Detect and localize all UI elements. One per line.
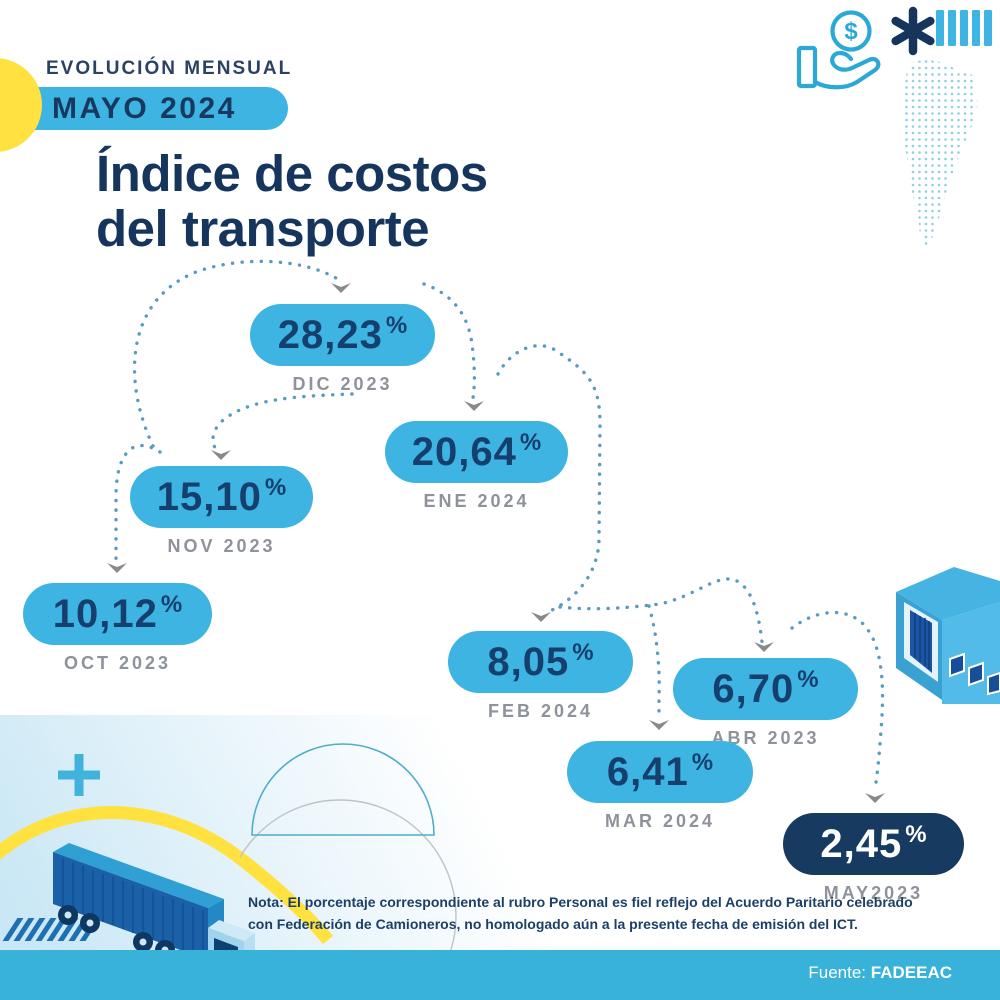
title-line-1: Índice de costos xyxy=(96,145,488,202)
pill-badge: 6,70% xyxy=(673,658,858,720)
truck-illustration xyxy=(53,843,255,989)
pill-label: ENE 2024 xyxy=(423,491,530,511)
period-pill-background xyxy=(0,87,288,130)
data-pill-oct-2023: 10,12% OCT 2023 xyxy=(23,583,212,674)
data-pill-ene-2024: 20,64% ENE 2024 xyxy=(385,421,568,512)
argentina-map-icon xyxy=(902,60,978,246)
pill-badge: 6,41% xyxy=(567,741,753,803)
pill-badge: 8,05% xyxy=(448,631,633,693)
pill-label: ABR 2023 xyxy=(711,728,820,748)
pill-badge: 28,23% xyxy=(250,304,435,366)
bottom-band xyxy=(0,950,1000,1000)
plus-icon xyxy=(58,754,100,796)
pill-label: OCT 2023 xyxy=(63,653,172,673)
pill-label: MAY2023 xyxy=(823,883,924,903)
arrowheads xyxy=(107,283,885,803)
data-pill-mar-2024: 6,41% MAR 2024 xyxy=(567,741,753,832)
bar-indicator-icon xyxy=(936,10,996,51)
footnote-line-2: con Federación de Camioneros, no homolog… xyxy=(248,916,858,932)
semicircle-decoration xyxy=(240,743,457,950)
data-pill-nov-2023: 15,10% NOV 2023 xyxy=(130,466,313,557)
yellow-swoosh-arc xyxy=(0,806,334,945)
warehouse-illustration xyxy=(896,567,1000,704)
pill-badge: 15,10% xyxy=(130,466,313,528)
footnote: Nota: El porcentaje correspondiente al r… xyxy=(248,891,968,935)
asterisk-icon xyxy=(891,6,935,56)
source-prefix: Fuente: xyxy=(808,963,867,982)
pill-badge: 2,45% xyxy=(783,813,964,875)
source-name: FADEEAC xyxy=(870,963,952,982)
kicker-text: EVOLUCIÓN MENSUAL xyxy=(46,58,293,79)
data-pill-may-2023-highlight: 2,45% MAY2023 xyxy=(783,813,964,904)
footnote-line-1: Nota: El porcentaje correspondiente al r… xyxy=(248,894,913,910)
pill-label: MAR 2024 xyxy=(604,811,716,831)
pill-label: DIC 2023 xyxy=(292,374,393,394)
title-line-2: del transporte xyxy=(96,200,430,257)
period-label: MAYO 2024 xyxy=(52,92,237,125)
hand-coin-icon: $ xyxy=(796,10,881,90)
source-credit: Fuente: FADEEAC xyxy=(808,963,952,983)
page-title: Índice de costos del transporte xyxy=(96,146,488,256)
data-pill-feb-2024: 8,05% FEB 2024 xyxy=(448,631,633,722)
pill-badge: 10,12% xyxy=(23,583,212,645)
data-pill-dic-2023: 28,23% DIC 2023 xyxy=(250,304,435,395)
pill-label: FEB 2024 xyxy=(487,701,594,721)
svg-text:$: $ xyxy=(844,18,858,45)
data-pill-abr-2023: 6,70% ABR 2023 xyxy=(673,658,858,749)
pill-badge: 20,64% xyxy=(385,421,568,483)
pill-label: NOV 2023 xyxy=(167,536,276,556)
